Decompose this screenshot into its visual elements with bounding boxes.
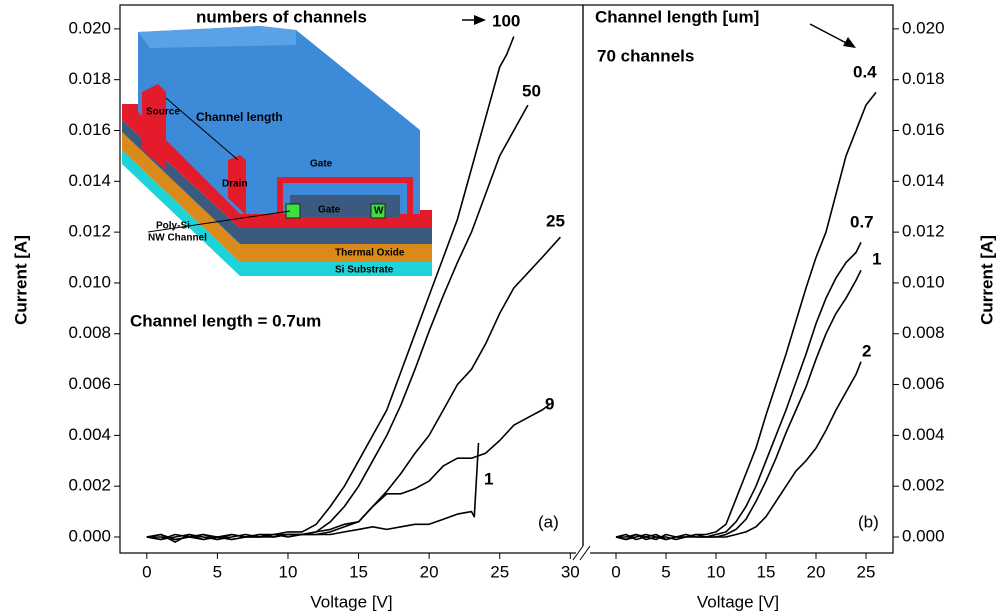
y-tick-label: 0.002: [902, 476, 945, 495]
x-tick-label: 20: [420, 562, 439, 581]
break-gap: [576, 546, 590, 560]
y-tick-label: 0.006: [68, 374, 111, 393]
annotation: Channel length [um]: [595, 7, 759, 26]
y-axis-label: Current [A]: [11, 235, 30, 325]
y-tick-label: 0.000: [68, 526, 111, 545]
y-tick-label: 0.012: [902, 222, 945, 241]
x-tick-label: 0: [142, 562, 151, 581]
x-tick-label: 15: [757, 562, 776, 581]
inset-label: Gate: [310, 159, 333, 170]
series-label: 1: [872, 249, 881, 268]
x-tick-label: 10: [707, 562, 726, 581]
x-tick-label: 25: [857, 562, 876, 581]
series-line: [146, 236, 561, 541]
annotation: 70 channels: [597, 46, 694, 65]
axis-break: [572, 545, 591, 561]
gate-block: [138, 26, 420, 214]
y-axis-label: Current [A]: [977, 235, 996, 325]
series-label: 0.4: [853, 62, 877, 81]
break-mark: [579, 545, 591, 561]
y-tick-label: 0.002: [68, 476, 111, 495]
x-tick-label: 5: [661, 562, 670, 581]
series-line: [146, 404, 550, 541]
y-tick-label: 0.020: [68, 18, 111, 37]
source-pad: [142, 84, 166, 170]
y-tick-label: 0.008: [902, 323, 945, 342]
channel-square: [370, 203, 386, 219]
plot-frame: [582, 4, 894, 554]
plot-lines: 100 50 25 9 1 0.4 0.7 1 2: [146, 11, 881, 543]
y-tick-label: 0.018: [68, 69, 111, 88]
x-tick-label: 0: [611, 562, 620, 581]
series-label: 2: [862, 341, 871, 360]
gate-top: [138, 26, 296, 48]
inset-label: Poly-Si: [156, 221, 190, 232]
inset-label: Gate: [318, 205, 341, 216]
y-tick-label: 0.016: [902, 120, 945, 139]
base-layer: [122, 120, 432, 244]
series-label: 0.7: [850, 212, 874, 231]
annotation: Channel length = 0.7um: [130, 311, 321, 330]
series-label: 100: [492, 11, 520, 30]
series-label: 9: [545, 394, 554, 413]
panel-label: (a): [538, 512, 559, 531]
y-tick-label: 0.008: [68, 323, 111, 342]
inset-label: Drain: [222, 179, 248, 190]
y-tick-label: 0.000: [902, 526, 945, 545]
arrow: [809, 23, 853, 47]
inset-label: Source: [146, 107, 180, 118]
y-tick-label: 0.012: [68, 222, 111, 241]
series-label: 50: [522, 81, 541, 100]
y-tick-label: 0.014: [68, 171, 111, 190]
device-inset: Source Channel length Drain Gate Gate W …: [122, 26, 432, 276]
substrate-layer: [122, 150, 432, 276]
annotation: numbers of channels: [196, 7, 367, 26]
y-tick-label: 0.004: [68, 425, 111, 444]
y-tick-label: 0.004: [902, 425, 945, 444]
x-axis-label: Voltage [V]: [310, 592, 392, 611]
y-tick-label: 0.016: [68, 120, 111, 139]
inset-label: Thermal Oxide: [335, 248, 405, 259]
pointer-line: [147, 210, 291, 233]
y-tick-label: 0.020: [902, 18, 945, 37]
break-mark: [572, 545, 584, 561]
length-arrow: [165, 97, 239, 161]
arrowhead: [843, 37, 856, 48]
oxide-layer: [122, 132, 432, 262]
gate-frame: [277, 177, 413, 223]
inset-label: W: [374, 206, 384, 217]
series-label: 1: [484, 469, 493, 488]
inset-label: NW Channel: [148, 233, 207, 244]
y-tick-label: 0.006: [902, 374, 945, 393]
y-tick-label: 0.018: [902, 69, 945, 88]
x-tick-label: 30: [561, 562, 580, 581]
x-tick-label: 10: [279, 562, 298, 581]
channel-square: [285, 203, 301, 219]
x-tick-label: 20: [807, 562, 826, 581]
series-line: [615, 241, 862, 541]
x-tick-label: 15: [349, 562, 368, 581]
inset-label: Channel length: [196, 110, 283, 124]
y-tick-label: 0.014: [902, 171, 945, 190]
x-axis-label: Voltage [V]: [697, 592, 779, 611]
x-tick-label: 5: [213, 562, 222, 581]
series-line: [616, 361, 862, 541]
arrowhead: [474, 15, 486, 25]
series-line: [146, 442, 480, 541]
drain-pad: [228, 155, 246, 215]
y-tick-label: 0.010: [68, 272, 111, 291]
x-tick-label: 25: [490, 562, 509, 581]
series-label: 25: [546, 211, 565, 230]
inset-label: Si Substrate: [335, 265, 394, 276]
y-tick-label: 0.010: [902, 272, 945, 291]
panel-label: (b): [858, 512, 879, 531]
